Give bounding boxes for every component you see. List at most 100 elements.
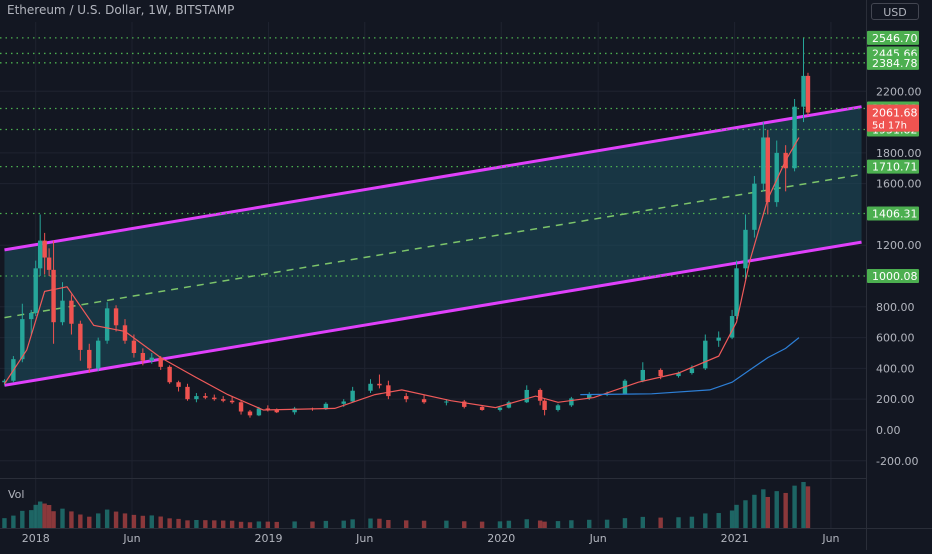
volume-bar bbox=[96, 513, 101, 528]
x-tick-label: Jun bbox=[122, 532, 140, 545]
candle-body bbox=[247, 411, 253, 416]
volume-bar bbox=[220, 520, 226, 528]
currency-button[interactable]: USD bbox=[871, 3, 919, 20]
volume-bar bbox=[368, 518, 373, 528]
volume-bar bbox=[113, 511, 119, 528]
candle-body bbox=[167, 366, 172, 383]
volume-bar bbox=[323, 520, 329, 528]
y-tick-label: 200.00 bbox=[876, 393, 915, 406]
volume-bar bbox=[752, 494, 757, 528]
volume-bar bbox=[658, 517, 663, 528]
volume-bar bbox=[238, 521, 244, 528]
x-tick-label: 2020 bbox=[487, 532, 515, 545]
candle-body bbox=[658, 369, 663, 377]
moving-averages bbox=[3, 137, 800, 411]
channel-midline bbox=[4, 173, 862, 319]
volume-bar bbox=[640, 516, 646, 528]
candle-body bbox=[444, 401, 449, 403]
volume-bar bbox=[743, 500, 748, 528]
candle-body bbox=[542, 400, 547, 410]
candle-body bbox=[386, 385, 391, 397]
candle-body bbox=[689, 368, 695, 374]
candle-body bbox=[743, 229, 748, 269]
level-tag bbox=[867, 55, 919, 70]
volume-bar bbox=[42, 503, 47, 528]
volume-bar bbox=[2, 518, 7, 528]
candle-body bbox=[292, 408, 297, 413]
volume-bar bbox=[185, 520, 190, 528]
volume-bar bbox=[506, 520, 512, 528]
level-tag-label: 2546.70 bbox=[872, 32, 918, 45]
candle-body bbox=[805, 75, 811, 113]
candle-body bbox=[555, 405, 561, 410]
current-price-tag bbox=[867, 104, 919, 132]
channel-upper-line bbox=[4, 105, 862, 252]
candle-body bbox=[42, 240, 47, 258]
volume-bar bbox=[524, 519, 529, 528]
volume-bar bbox=[801, 482, 806, 528]
candle-body bbox=[238, 402, 244, 412]
candles bbox=[2, 38, 811, 418]
volume-bar bbox=[46, 505, 52, 528]
candle-body bbox=[149, 357, 154, 361]
y-tick-label: 400.00 bbox=[876, 362, 915, 375]
candle-body bbox=[33, 268, 38, 313]
volume-bar bbox=[247, 522, 253, 528]
volume-bar bbox=[537, 520, 543, 528]
volume-bar bbox=[774, 491, 779, 528]
candle-body bbox=[404, 396, 409, 400]
candle-body bbox=[104, 308, 110, 341]
candle-body bbox=[765, 137, 770, 203]
candle-body bbox=[37, 240, 43, 269]
volume-bar bbox=[140, 515, 146, 528]
candle-body bbox=[185, 386, 190, 400]
volume-bar bbox=[622, 518, 628, 528]
volume-bar bbox=[104, 509, 110, 528]
volume-bar bbox=[212, 520, 217, 528]
candle-body bbox=[60, 300, 65, 323]
volume-bar bbox=[350, 519, 355, 528]
candle-body bbox=[368, 383, 373, 391]
y-tick-label: 0.00 bbox=[876, 424, 901, 437]
volume-bar bbox=[805, 486, 811, 528]
volume-bar bbox=[404, 520, 409, 528]
volume-bar bbox=[69, 511, 74, 528]
volume-bar bbox=[29, 510, 34, 528]
candle-body bbox=[51, 269, 56, 323]
volume-bar bbox=[783, 492, 788, 528]
y-tick-label: 600.00 bbox=[876, 332, 915, 345]
candle-body bbox=[716, 337, 721, 341]
volume-bar bbox=[689, 516, 695, 528]
candle-body bbox=[752, 183, 757, 230]
volume-bar bbox=[78, 514, 83, 528]
y-tick-label: 2200.00 bbox=[876, 85, 922, 98]
volume-bar bbox=[131, 514, 137, 528]
volume-bar bbox=[703, 513, 708, 528]
volume-bar bbox=[734, 504, 739, 528]
volume-bar bbox=[676, 517, 681, 528]
volume-bar bbox=[167, 518, 172, 528]
level-tag bbox=[867, 30, 919, 45]
candle-body bbox=[421, 399, 427, 403]
volume-bar bbox=[310, 521, 315, 528]
y-tick-label: 1800.00 bbox=[876, 147, 922, 160]
volume-bar bbox=[20, 510, 25, 528]
candle-body bbox=[122, 325, 128, 341]
volume-bar bbox=[462, 521, 467, 528]
moving-average-short bbox=[3, 137, 800, 411]
x-tick-label: Jun bbox=[589, 532, 607, 545]
candle-body bbox=[194, 396, 199, 400]
candle-body bbox=[703, 340, 708, 369]
volume-bar bbox=[33, 504, 38, 528]
volume-bar bbox=[542, 521, 547, 528]
volume-bar bbox=[51, 511, 56, 528]
moving-average-long bbox=[580, 337, 800, 396]
candle-body bbox=[462, 401, 467, 407]
volume-bar bbox=[11, 515, 16, 528]
candle-body bbox=[323, 403, 329, 410]
volume-bar bbox=[444, 520, 449, 528]
level-tag bbox=[867, 159, 919, 174]
volume-bar bbox=[203, 520, 208, 528]
